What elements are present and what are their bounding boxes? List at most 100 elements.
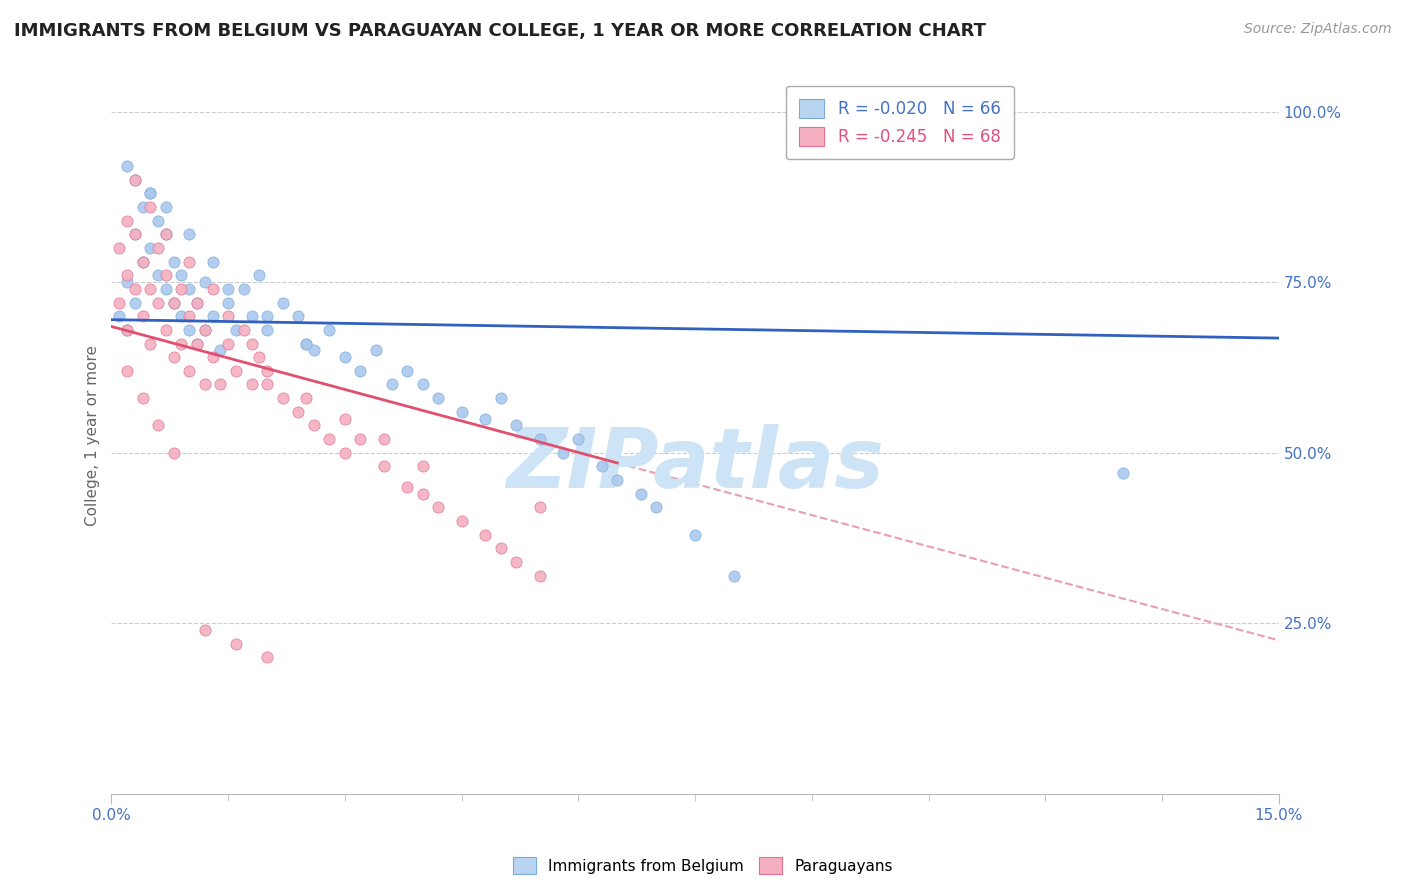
Point	[318, 432, 340, 446]
Point	[155, 227, 177, 242]
Point	[529, 500, 551, 515]
Point	[186, 336, 208, 351]
Point	[186, 295, 208, 310]
Point	[683, 527, 706, 541]
Point	[179, 282, 201, 296]
Point	[139, 282, 162, 296]
Point	[333, 350, 356, 364]
Text: ZIPatlas: ZIPatlas	[506, 424, 884, 505]
Point	[163, 295, 186, 310]
Text: IMMIGRANTS FROM BELGIUM VS PARAGUAYAN COLLEGE, 1 YEAR OR MORE CORRELATION CHART: IMMIGRANTS FROM BELGIUM VS PARAGUAYAN CO…	[14, 22, 986, 40]
Point	[186, 295, 208, 310]
Point	[256, 364, 278, 378]
Point	[170, 310, 193, 324]
Point	[163, 254, 186, 268]
Point	[115, 323, 138, 337]
Point	[217, 282, 239, 296]
Point	[474, 527, 496, 541]
Point	[115, 159, 138, 173]
Point	[194, 377, 217, 392]
Point	[194, 323, 217, 337]
Point	[450, 405, 472, 419]
Point	[427, 391, 450, 405]
Point	[295, 391, 318, 405]
Point	[225, 637, 247, 651]
Point	[163, 350, 186, 364]
Point	[179, 310, 201, 324]
Text: Source: ZipAtlas.com: Source: ZipAtlas.com	[1244, 22, 1392, 37]
Point	[606, 473, 628, 487]
Point	[131, 254, 153, 268]
Point	[349, 364, 371, 378]
Point	[225, 364, 247, 378]
Point	[489, 391, 512, 405]
Point	[131, 200, 153, 214]
Legend: Immigrants from Belgium, Paraguayans: Immigrants from Belgium, Paraguayans	[508, 851, 898, 880]
Point	[505, 418, 527, 433]
Point	[146, 295, 169, 310]
Point	[108, 241, 131, 255]
Point	[155, 268, 177, 283]
Point	[108, 310, 131, 324]
Point	[163, 295, 186, 310]
Point	[163, 446, 186, 460]
Point	[645, 500, 668, 515]
Point	[427, 500, 450, 515]
Point	[287, 405, 309, 419]
Point	[217, 336, 239, 351]
Point	[155, 200, 177, 214]
Point	[271, 295, 294, 310]
Point	[209, 343, 232, 358]
Point	[155, 323, 177, 337]
Point	[256, 377, 278, 392]
Point	[256, 323, 278, 337]
Point	[170, 282, 193, 296]
Point	[179, 364, 201, 378]
Point	[124, 227, 146, 242]
Point	[256, 310, 278, 324]
Point	[333, 446, 356, 460]
Point	[364, 343, 387, 358]
Point	[115, 268, 138, 283]
Point	[146, 241, 169, 255]
Point	[131, 391, 153, 405]
Point	[131, 254, 153, 268]
Point	[194, 623, 217, 637]
Point	[373, 432, 395, 446]
Point	[131, 310, 153, 324]
Point	[450, 514, 472, 528]
Point	[124, 173, 146, 187]
Point	[179, 227, 201, 242]
Point	[529, 432, 551, 446]
Point	[302, 418, 325, 433]
Point	[396, 364, 419, 378]
Point	[529, 568, 551, 582]
Point	[630, 486, 652, 500]
Point	[139, 241, 162, 255]
Point	[201, 282, 224, 296]
Point	[247, 350, 270, 364]
Point	[505, 555, 527, 569]
Point	[295, 336, 318, 351]
Point	[115, 275, 138, 289]
Point	[217, 310, 239, 324]
Point	[108, 295, 131, 310]
Point	[146, 213, 169, 227]
Point	[124, 227, 146, 242]
Point	[139, 186, 162, 201]
Point	[124, 282, 146, 296]
Point	[146, 418, 169, 433]
Point	[179, 323, 201, 337]
Point	[124, 295, 146, 310]
Point	[333, 411, 356, 425]
Point	[349, 432, 371, 446]
Point	[139, 336, 162, 351]
Point	[256, 650, 278, 665]
Point	[186, 336, 208, 351]
Point	[1112, 466, 1135, 480]
Point	[139, 186, 162, 201]
Point	[155, 282, 177, 296]
Point	[115, 364, 138, 378]
Point	[115, 213, 138, 227]
Point	[170, 336, 193, 351]
